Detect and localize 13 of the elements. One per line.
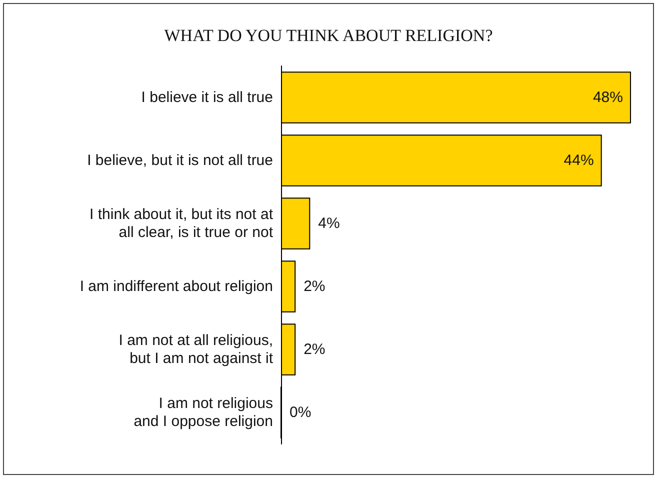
y-tick-label: I believe, but it is not all true [87, 152, 273, 169]
y-tick-label: I believe it is all true [141, 89, 273, 106]
data-label: 2% [304, 278, 326, 295]
data-label: 44% [564, 152, 594, 169]
y-tick-label: I think about it, but its not at all clear, is it true or not [90, 206, 274, 241]
data-label: 2% [304, 341, 326, 358]
y-tick-label: I am not at all religious, but I am not against it [118, 332, 274, 367]
data-label: 4% [318, 215, 340, 232]
data-label: 0% [290, 404, 312, 421]
chart-title: WHAT DO YOU THINK ABOUT RELIGION? [164, 26, 493, 45]
data-label: 48% [592, 89, 623, 106]
y-tick-label: I am indifferent about religion [80, 278, 273, 295]
y-tick-label: I am not religious and I oppose religion [134, 395, 273, 430]
